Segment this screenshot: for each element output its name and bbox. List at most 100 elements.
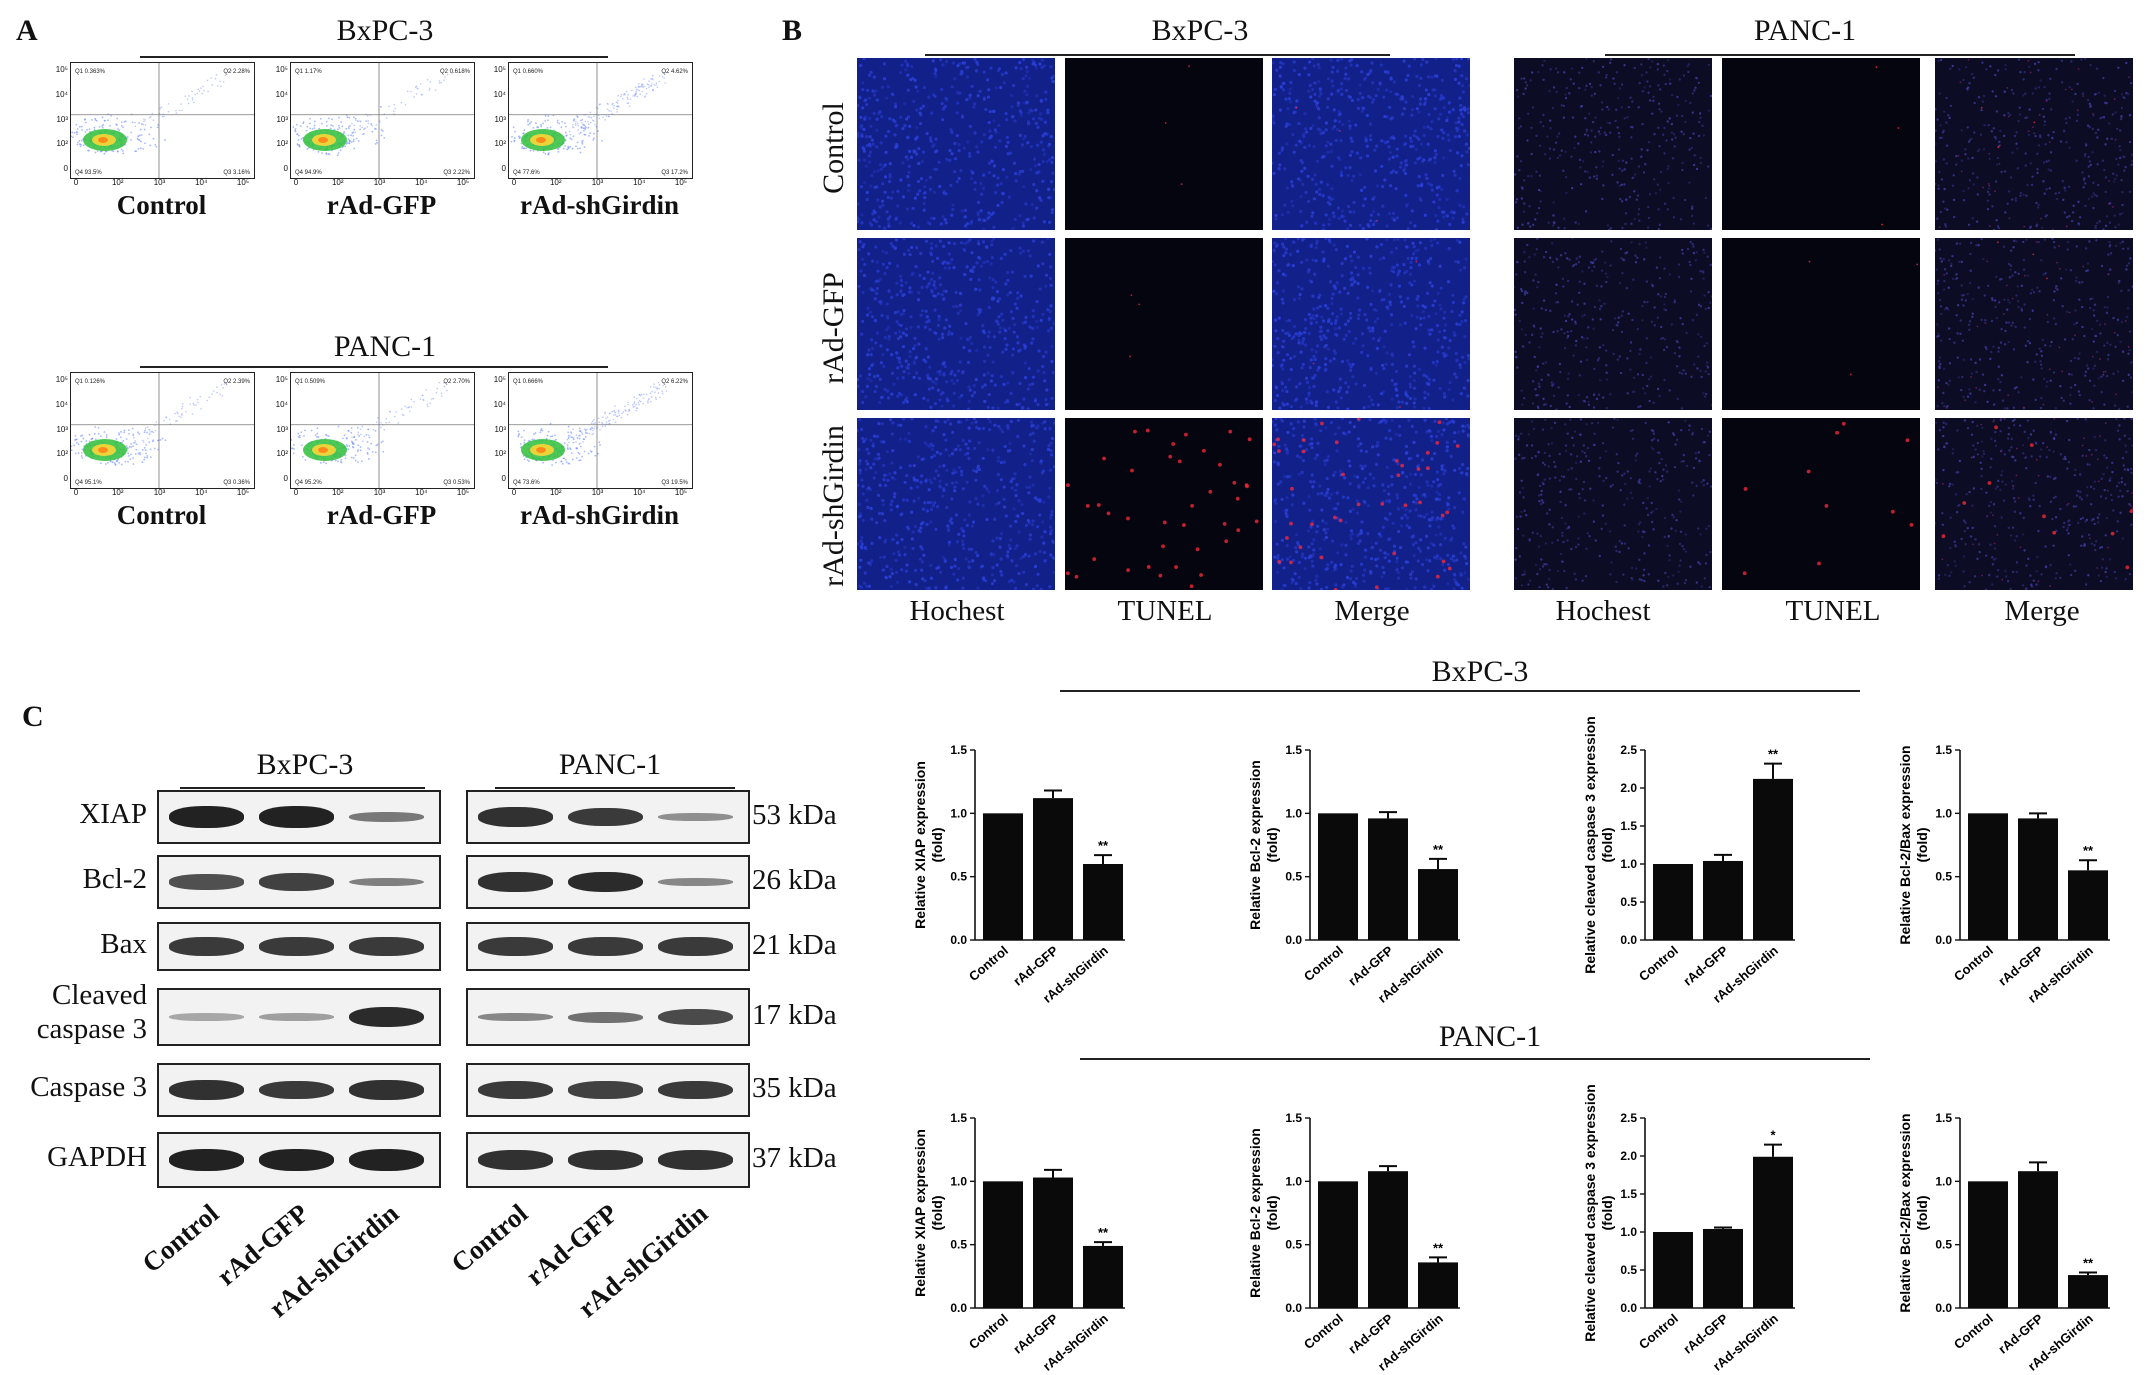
quadrant-label: Q4 73.6% (513, 480, 540, 486)
y-tick-label: 0.0 (1285, 933, 1302, 947)
quadrant-label: Q1 0.666% (513, 379, 544, 385)
flow-y-tick: 10³ (276, 114, 288, 124)
flow-x-tick: 0 (511, 488, 517, 497)
y-axis-title: Relative cleaved caspase 3 expression(fo… (1582, 716, 1615, 974)
blot-band (169, 1080, 244, 1100)
y-tick-label: 1.0 (1285, 806, 1302, 820)
flow-y-tick: 10² (276, 139, 288, 149)
blot-band (169, 1149, 244, 1171)
panel-b-panc1-header: PANC-1 (1753, 14, 1857, 47)
micrograph-canvas (1272, 58, 1470, 230)
panel-b-col-tunel-panc1: TUNEL (1785, 595, 1881, 627)
flow-x-tick: 10³ (591, 178, 604, 187)
flow-plot-1-0: Q1 0.126% Q2 2.39% Q4 95.1% Q3 0.36% (70, 372, 255, 489)
bar (1418, 1262, 1458, 1308)
flow-x-tick: 10² (111, 178, 124, 187)
y-tick-label: 2.0 (1620, 781, 1637, 795)
quadrant-label: Q2 6.22% (661, 379, 688, 385)
y-tick-label: 1.0 (1935, 806, 1952, 820)
y-tick-label: 0.0 (1935, 1301, 1952, 1315)
blot-band (658, 937, 733, 956)
flow-y-tick: 10³ (494, 424, 506, 434)
panel-b-bxpc3-rule (925, 54, 1390, 56)
blot-kda-label: 35 kDa (752, 1072, 837, 1104)
bar-chart-4: 0.0 0.5 1.0 1.5 Relative XIAP expression(fol… (912, 1111, 1125, 1374)
flow-y-tick: 10⁴ (275, 399, 288, 409)
flow-x-tick: 10⁴ (415, 488, 428, 497)
micrograph-canvas (1065, 418, 1263, 590)
y-tick-label: 1.5 (1285, 743, 1302, 757)
quadrant-label: Q3 17.2% (661, 170, 688, 176)
bar (1083, 1245, 1123, 1308)
y-tick-label: 1.0 (1935, 1174, 1952, 1188)
y-tick-label: 0.5 (1935, 1238, 1952, 1252)
x-tick-label: Control (1951, 943, 1996, 984)
bar (1368, 818, 1408, 940)
flow-y-tick: 10⁵ (275, 65, 288, 74)
blot-lane-label: Control (136, 1198, 225, 1279)
bar-chart-3: 0.0 0.5 1.0 1.5 Relative Bcl-2/Bax expressio… (1897, 743, 2110, 1006)
blot-protein-label: Caspase 3 (30, 1071, 147, 1103)
blot-band (568, 937, 643, 956)
micrograph-canvas (1065, 58, 1263, 230)
flow-y-tick: 10⁵ (493, 65, 506, 74)
bar (983, 813, 1023, 940)
y-tick-label: 0.5 (1935, 870, 1952, 884)
blot-kda-label: 53 kDa (752, 799, 837, 831)
panel-b-row-label-rad-shgirdin: rAd-shGirdin (817, 425, 850, 587)
y-axis-title: Relative Bcl-2 expression(fold) (1247, 1128, 1280, 1298)
blot-strip (157, 1132, 441, 1188)
x-tick-label: Control (1301, 1311, 1346, 1352)
y-axis-title: Relative XIAP expression(fold) (912, 1129, 945, 1297)
blot-band (568, 807, 643, 827)
y-axis-title: Relative Bcl-2 expression(fold) (1247, 760, 1280, 930)
blot-band (568, 1081, 643, 1099)
blot-band (478, 1150, 553, 1170)
quadrant-label: Q3 0.53% (443, 480, 470, 486)
y-tick-label: 0.0 (1285, 1301, 1302, 1315)
x-tick-label: Control (1951, 1311, 1996, 1352)
blot-band (349, 937, 424, 956)
quadrant-label: Q1 0.509% (295, 379, 326, 385)
blot-kda-label: 17 kDa (752, 999, 837, 1031)
x-tick-label: Control (1636, 1311, 1681, 1352)
bar (1968, 1181, 2008, 1308)
micrograph-0-2 (857, 418, 1055, 590)
bar (1083, 864, 1123, 940)
y-tick-label: 1.0 (950, 1174, 967, 1188)
panel-b-col-hoechst-bxpc3: Hochest (909, 595, 1005, 627)
flow-x-tick: 10⁵ (456, 488, 470, 497)
bar (1033, 798, 1073, 940)
quadrant-label: Q2 4.62% (661, 69, 688, 75)
blot-strip (466, 1132, 750, 1188)
blot-band (259, 1080, 334, 1100)
y-tick-label: 0.5 (950, 1238, 967, 1252)
flow-x-tick: 10² (331, 488, 344, 497)
flow-y-tick: 10² (494, 139, 506, 149)
flow-x-tick: 0 (293, 178, 299, 187)
flow-y-tick: 0 (63, 164, 68, 173)
y-tick-label: 1.5 (1935, 1111, 1952, 1125)
blot-band (169, 937, 244, 956)
blot-strip (157, 988, 441, 1046)
blot-band (568, 1150, 643, 1170)
flow-x-tick: 10³ (373, 488, 386, 497)
flow-plot-canvas: Q1 0.509% Q2 2.70% Q4 95.2% Q3 0.53% (291, 373, 474, 488)
bar (1318, 813, 1358, 940)
y-tick-label: 0.0 (950, 933, 967, 947)
significance-marker: ** (1098, 838, 1109, 853)
blot-strip (157, 855, 441, 909)
flow-x-tick: 0 (73, 178, 79, 187)
blot-strip (466, 1063, 750, 1117)
flow-y-tick: 0 (63, 474, 68, 483)
flow-y-tick: 10³ (56, 114, 68, 124)
flow-plot-0-2: Q1 0.660% Q2 4.62% Q4 77.6% Q3 17.2% (508, 62, 693, 179)
y-tick-label: 1.0 (950, 806, 967, 820)
bar-chart-6: 0.0 0.5 1.0 1.5 2.0 2.5 Relative cleaved caspa… (1582, 1084, 1795, 1374)
blot-band (478, 872, 553, 892)
bar (2068, 1275, 2108, 1308)
flow-y-tick: 10² (276, 449, 288, 459)
micrograph-canvas (1272, 418, 1470, 590)
quadrant-label: Q1 1.17% (295, 69, 322, 75)
quadrant-label: Q4 94.9% (295, 170, 322, 176)
